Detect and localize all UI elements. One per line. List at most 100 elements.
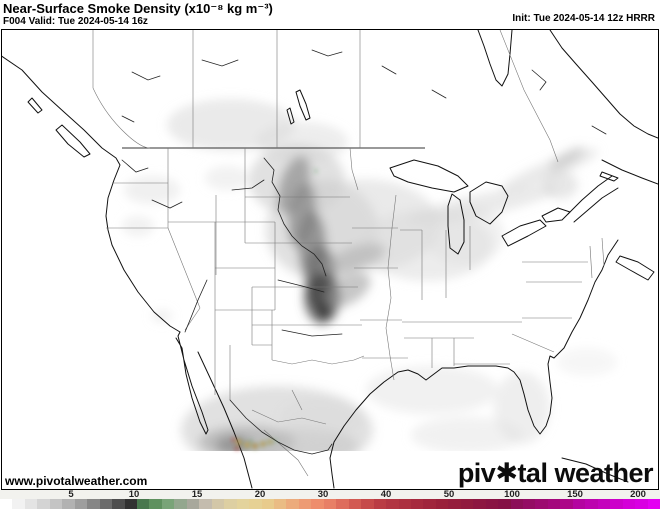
lake-winnipeg: [295, 89, 311, 121]
st-lawrence-south-shore: [573, 187, 619, 223]
colorbar-tick: 40: [380, 489, 392, 500]
page-title: Near-Surface Smoke Density (x10⁻⁸ kg m⁻³…: [3, 1, 273, 16]
init-time-label: Init: Tue 2024-05-14 12z HRRR: [512, 13, 655, 24]
colorbar-segment: [62, 499, 75, 509]
valid-time-label: F004 Valid: Tue 2024-05-14 16z: [3, 16, 148, 27]
colorbar-segment: [498, 499, 511, 509]
colorbar-segment: [124, 499, 137, 509]
colorbar-segment: [211, 499, 225, 509]
colorbar: [0, 499, 660, 509]
colorbar-tick: 5: [68, 489, 74, 500]
atlantic-gulf-coast: [329, 239, 619, 489]
colorbar-segment: [24, 499, 38, 509]
colorbar-tick: 20: [254, 489, 266, 500]
colorbar-segment: [161, 499, 175, 509]
colorbar-segment: [635, 499, 648, 509]
gulf-of-st-lawrence: [601, 159, 658, 185]
colorbar-segment: [261, 499, 274, 509]
colorbar-segment: [37, 499, 50, 509]
colorbar-segment: [112, 499, 125, 509]
smoke-overlay: [122, 99, 617, 451]
colorbar-tick: 150: [567, 489, 583, 500]
colorbar-segment: [510, 499, 524, 509]
anticosti-island: [599, 171, 619, 182]
colorbar-segment: [224, 499, 237, 509]
map-graphic: [2, 30, 658, 489]
coastlines: [2, 30, 658, 489]
map-canvas[interactable]: www.pivotalweather.com piv✱tal weather: [1, 29, 659, 490]
colorbar-segment: [136, 499, 150, 509]
colorbar-segment: [423, 499, 436, 509]
fire-hotspots: [232, 170, 317, 450]
watermark: www.pivotalweather.com: [5, 474, 148, 488]
colorbar-segment: [647, 499, 660, 509]
colorbar-segment: [348, 499, 362, 509]
colorbar-tick: 100: [504, 489, 520, 500]
colorbar-segment: [448, 499, 461, 509]
colorbar-tick: 30: [317, 489, 329, 500]
nova-scotia: [615, 255, 655, 281]
colorbar-segment: [99, 499, 113, 509]
colorbar-segment: [336, 499, 349, 509]
colorbar-segment: [398, 499, 411, 509]
state-borders: [92, 30, 605, 477]
mexico-state-borders: [251, 409, 327, 425]
colorbar-segment: [149, 499, 162, 509]
lake-erie: [501, 219, 547, 247]
colorbar-segment: [410, 499, 424, 509]
colorbar-segment: [323, 499, 337, 509]
vancouver-island: [55, 124, 91, 158]
canadian-lakes: [201, 59, 239, 67]
colorbar-segment: [610, 499, 623, 509]
mexico-west-coast: [197, 351, 253, 489]
colorbar-segment: [585, 499, 598, 509]
lake-superior: [389, 159, 469, 193]
lake-manitoba: [286, 107, 295, 125]
colorbar-tick: 50: [443, 489, 455, 500]
colorbar-segment: [286, 499, 299, 509]
colorbar-segment: [560, 499, 573, 509]
lake-michigan: [447, 193, 465, 255]
map-header: Near-Surface Smoke Density (x10⁻⁸ kg m⁻³…: [0, 0, 660, 29]
colorbar-segment: [485, 499, 499, 509]
colorbar-segment: [236, 499, 250, 509]
james-bay: [477, 30, 513, 87]
colorbar-segment: [523, 499, 536, 509]
colorbar-segment: [74, 499, 88, 509]
lake-ontario: [541, 207, 571, 223]
haida-gwaii: [27, 97, 43, 114]
colorbar-segment: [174, 499, 187, 509]
missouri-river: [263, 157, 327, 277]
colorbar-segment: [597, 499, 611, 509]
colorbar-tick-labels: 5 10 15 20 30 40 50 100 150 200: [0, 489, 660, 500]
colorbar-tick: 10: [128, 489, 140, 500]
colorbar-tick: 200: [630, 489, 646, 500]
pacific-coast: [2, 55, 181, 333]
colorbar-segment: [361, 499, 374, 509]
rivers: [121, 49, 607, 455]
colorbar-segment: [572, 499, 586, 509]
colorbar-tick: 15: [191, 489, 203, 500]
colorbar-segment: [311, 499, 324, 509]
colorbar-segment: [273, 499, 287, 509]
colorbar-segment: [460, 499, 474, 509]
colorbar-segment: [298, 499, 312, 509]
pivotal-weather-logo: piv✱tal weather: [457, 458, 654, 488]
colorbar-segment: [535, 499, 548, 509]
colorbar-segment: [622, 499, 636, 509]
colorbar-segment: [473, 499, 486, 509]
lake-huron: [469, 181, 509, 225]
baja-peninsula: [175, 331, 209, 435]
colorbar-segment: [435, 499, 449, 509]
cuba-bahamas: [561, 457, 629, 483]
on-qc-border: [499, 30, 559, 163]
bc-ab-border: [92, 30, 151, 149]
colorbar-segment: [547, 499, 561, 509]
colorbar-segment: [199, 499, 212, 509]
colorbar-segment: [386, 499, 399, 509]
colorbar-segment: [249, 499, 262, 509]
colorbar-segment: [0, 499, 13, 509]
labrador-coast: [549, 30, 658, 139]
rio-grande-river: [229, 399, 333, 455]
